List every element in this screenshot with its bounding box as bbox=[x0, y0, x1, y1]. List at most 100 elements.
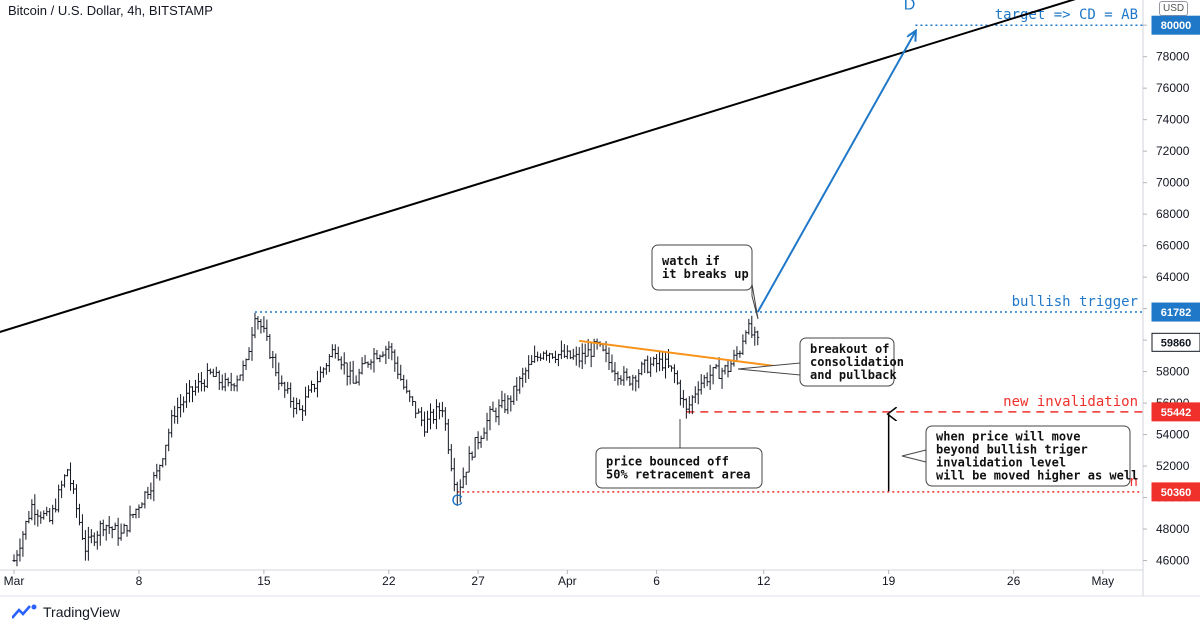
ohlc-bar bbox=[122, 523, 126, 534]
ohlc-bar bbox=[33, 494, 37, 526]
ohlc-bar bbox=[744, 330, 748, 345]
ohlc-bar bbox=[104, 524, 108, 541]
ohlc-bar bbox=[235, 375, 239, 392]
ohlc-bar bbox=[30, 499, 34, 521]
ohlc-bar bbox=[378, 354, 382, 363]
ohlc-bar bbox=[488, 405, 492, 431]
ohlc-bar bbox=[485, 412, 489, 441]
ohlc-bar bbox=[434, 399, 438, 430]
ohlc-bar bbox=[21, 531, 25, 557]
y-tick-label: 52000 bbox=[1156, 459, 1190, 473]
level-label-target: target => CD = AB bbox=[995, 7, 1138, 23]
ohlc-bar bbox=[399, 364, 403, 381]
ohlc-bar bbox=[705, 372, 709, 387]
ohlc-bar bbox=[637, 369, 641, 389]
ohlc-bar bbox=[711, 367, 715, 385]
y-tick-label: 54000 bbox=[1156, 428, 1190, 442]
ohlc-bar bbox=[369, 359, 373, 370]
ohlc-bar bbox=[696, 381, 700, 405]
ohlc-bar bbox=[720, 367, 724, 389]
ohlc-bar bbox=[669, 365, 673, 372]
ohlc-bar bbox=[217, 370, 221, 390]
ohlc-bar bbox=[482, 427, 486, 439]
ohlc-bar bbox=[277, 362, 281, 391]
ohlc-bar bbox=[491, 401, 495, 412]
ohlc-bar bbox=[533, 345, 537, 363]
ohlc-bar bbox=[366, 361, 370, 368]
ohlc-bar bbox=[684, 398, 688, 419]
ohlc-bar bbox=[80, 514, 84, 541]
point-label-C: C bbox=[451, 492, 463, 509]
ohlc-bar bbox=[652, 356, 656, 367]
ohlc-bar bbox=[83, 530, 87, 561]
ohlc-bar bbox=[167, 428, 171, 452]
ohlc-bar bbox=[658, 350, 662, 372]
y-tick-label: 68000 bbox=[1156, 207, 1190, 221]
price-tag-bg bbox=[1151, 482, 1200, 502]
ohlc-bar bbox=[661, 351, 665, 371]
ohlc-bar bbox=[461, 467, 465, 489]
ohlc-bar bbox=[509, 395, 513, 412]
ohlc-bar bbox=[613, 362, 617, 382]
callout-text-line: and pullback bbox=[810, 368, 897, 382]
ohlc-bar bbox=[681, 389, 685, 408]
ohlc-bar bbox=[678, 379, 682, 406]
ohlc-bar bbox=[348, 361, 352, 385]
ohlc-bar bbox=[708, 364, 712, 390]
ohlc-bar bbox=[414, 401, 418, 419]
ohlc-bar bbox=[185, 383, 189, 408]
ohlc-bar bbox=[51, 504, 55, 525]
ohlc-bar bbox=[116, 517, 120, 546]
ohlc-bar bbox=[411, 396, 415, 406]
price-tag-bg bbox=[1151, 302, 1200, 322]
ohlc-bar bbox=[354, 375, 358, 384]
ohlc-bar bbox=[134, 508, 138, 519]
ohlc-bar bbox=[536, 351, 540, 362]
ohlc-bar bbox=[280, 375, 284, 387]
ohlc-bar bbox=[131, 513, 135, 519]
price-tag-55442: 55442 bbox=[1151, 402, 1200, 422]
ohlc-bar bbox=[226, 377, 230, 387]
ohlc-bar bbox=[315, 370, 319, 398]
currency-badge[interactable]: USD bbox=[1159, 1, 1189, 16]
tradingview-brand[interactable]: TradingView bbox=[12, 604, 120, 620]
y-tick-label: 48000 bbox=[1156, 522, 1190, 536]
ohlc-bar bbox=[545, 350, 549, 361]
ohlc-bar bbox=[574, 346, 578, 366]
callout-text-line: will be moved higher as well bbox=[936, 469, 1138, 483]
ohlc-bar bbox=[24, 520, 28, 540]
ohlc-bar bbox=[54, 498, 58, 513]
ohlc-bar bbox=[253, 312, 257, 339]
ohlc-bar bbox=[664, 352, 668, 379]
ohlc-bar bbox=[539, 353, 543, 361]
ohlc-bar bbox=[634, 375, 638, 392]
ohlc-bar bbox=[232, 383, 236, 392]
ohlc-bar bbox=[562, 344, 566, 358]
ohlc-bar bbox=[301, 405, 305, 421]
ohlc-bar bbox=[110, 526, 114, 539]
ohlc-bar bbox=[268, 334, 272, 359]
ohlc-bar bbox=[556, 353, 560, 367]
callout-text-line: consolidation bbox=[810, 355, 904, 369]
price-tag-59860: 59860 bbox=[1151, 332, 1200, 352]
ohlc-bar bbox=[690, 395, 694, 415]
resistance-trend-line bbox=[0, 0, 1076, 334]
y-tick-label: 64000 bbox=[1156, 270, 1190, 284]
ohlc-bar bbox=[735, 346, 739, 362]
ohlc-bar bbox=[565, 345, 569, 360]
ohlc-bar bbox=[518, 376, 522, 394]
ohlc-bar bbox=[333, 344, 337, 359]
ohlc-bar bbox=[750, 315, 754, 338]
ohlc-bar bbox=[628, 376, 632, 386]
ohlc-bar bbox=[494, 407, 498, 423]
price-tag-label: 55442 bbox=[1161, 407, 1192, 419]
ohlc-bar bbox=[616, 371, 620, 386]
ohlc-bar bbox=[384, 345, 388, 365]
ohlc-bar bbox=[324, 362, 328, 375]
price-tag-label: 80000 bbox=[1161, 20, 1192, 32]
ohlc-bar bbox=[476, 431, 480, 450]
ohlc-bar bbox=[137, 504, 141, 518]
ohlc-bar bbox=[339, 356, 343, 370]
